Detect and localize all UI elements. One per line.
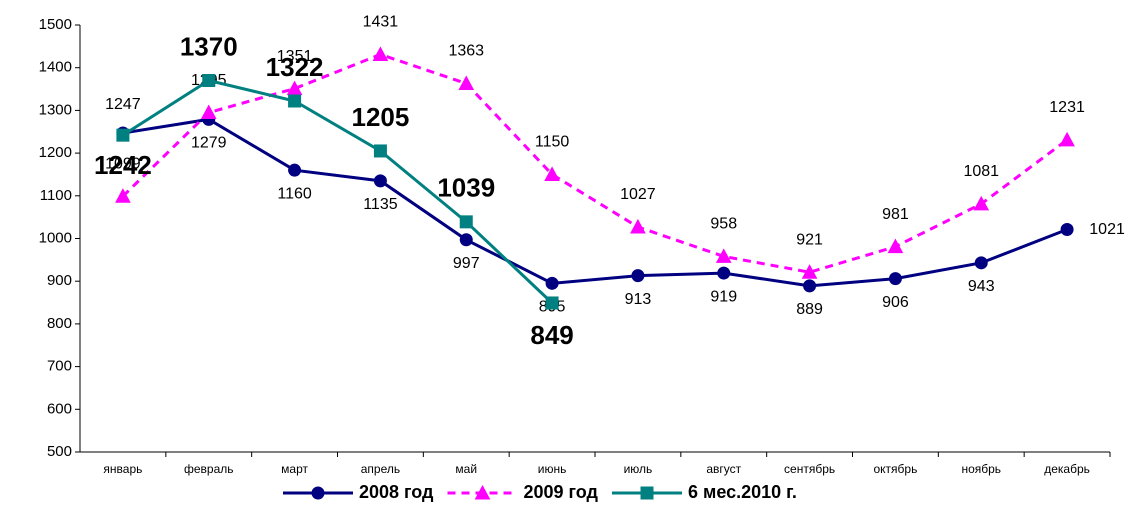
data-label: 1027 [620,186,656,203]
data-label: 849 [530,320,573,350]
x-tick-label: февраль [184,462,234,476]
data-point [973,195,990,211]
data-point [373,144,387,158]
data-label: 1431 [363,14,399,31]
y-tick-label: 700 [47,358,72,375]
legend-label: 2008 год [359,482,434,502]
y-tick-label: 1000 [39,229,72,246]
data-label: 1039 [437,173,495,203]
x-tick-label: сентябрь [784,462,835,476]
data-point [715,248,732,263]
data-label: 906 [882,294,909,311]
data-point [202,74,216,88]
x-tick-label: ноябрь [961,462,1001,476]
series-line [121,52,1068,274]
data-point [115,188,131,203]
data-label: 1205 [351,102,409,132]
data-point [458,75,475,90]
x-tick-label: март [281,462,308,476]
y-tick-label: 1400 [39,59,72,76]
data-point [631,269,645,283]
data-point [717,266,731,280]
y-tick-label: 600 [47,400,72,417]
data-label: 889 [796,301,823,318]
x-tick-label: июль [624,462,653,476]
data-label: 1279 [191,135,227,152]
data-label: 919 [710,288,737,305]
data-point [888,272,902,286]
data-label: 913 [625,291,652,308]
legend-marker [474,484,491,500]
data-point [545,276,559,290]
data-point [1059,131,1075,147]
legend-marker [311,486,325,500]
x-tick-label: июнь [538,462,567,476]
x-tick-label: май [455,462,477,476]
data-label: 1322 [266,52,324,82]
data-label: 1160 [277,185,312,202]
data-label: 921 [796,231,823,248]
data-label: 1099 [105,155,141,172]
data-point [288,163,302,177]
data-point [372,46,389,61]
data-point [459,233,473,247]
data-point [116,128,130,142]
y-tick-label: 1300 [39,101,72,118]
data-label: 1150 [535,134,570,151]
series-line [122,117,1068,288]
y-tick-label: 500 [47,443,72,460]
data-point [630,218,646,234]
x-tick-label: октябрь [873,462,917,476]
data-point [545,296,559,310]
y-tick-label: 800 [47,315,72,332]
data-label: 997 [453,255,480,272]
data-point [974,256,988,270]
data-label: 981 [882,206,909,223]
data-point [459,215,473,229]
data-label: 1363 [448,43,484,60]
y-tick-label: 900 [47,272,72,289]
x-tick-label: январь [103,462,142,476]
data-label: 1231 [1049,99,1085,116]
x-tick-label: август [706,462,741,476]
x-tick-label: апрель [361,462,400,476]
data-label: 958 [710,216,737,233]
y-tick-label: 1100 [40,187,72,204]
data-label: 943 [968,278,995,295]
y-tick-label: 1500 [39,16,72,33]
data-point [1060,223,1074,237]
data-point [544,166,560,181]
data-point [288,94,302,108]
data-label: 1135 [363,196,398,213]
legend-marker [640,486,654,500]
data-label: 1021 [1089,221,1125,238]
data-label: 1247 [105,96,141,113]
data-point [801,264,818,279]
data-point [373,174,387,188]
data-point [803,279,817,293]
data-label: 1081 [963,163,999,180]
data-point [200,104,217,120]
y-tick-label: 1200 [39,144,72,161]
data-label: 1351 [277,48,313,65]
series-line [122,78,554,305]
data-label: 1242 [94,150,152,180]
data-point [887,238,904,254]
x-tick-label: декабрь [1044,462,1090,476]
data-label: 1370 [180,31,238,61]
legend-label: 6 мес.2010 г. [688,482,797,502]
legend-label: 2009 год [524,482,599,502]
